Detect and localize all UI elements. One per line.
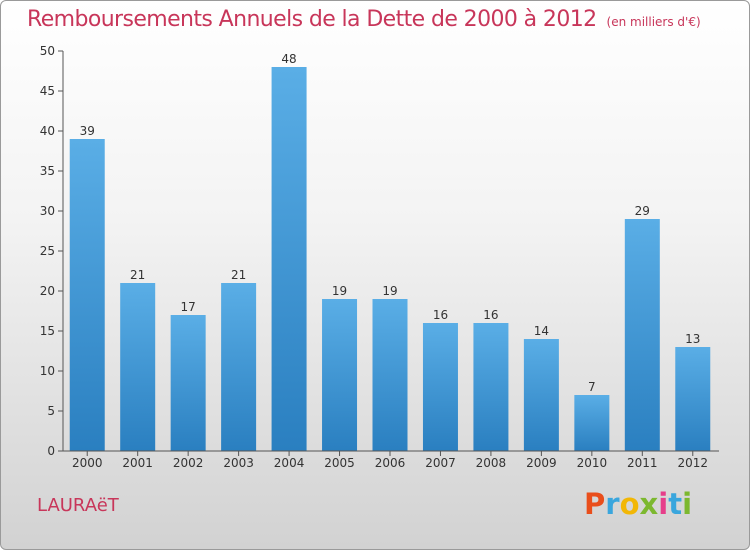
bar (523, 339, 559, 451)
y-tick-label: 40 (40, 124, 55, 138)
bar-value-label: 48 (281, 52, 296, 66)
x-tick-label: 2006 (375, 456, 406, 470)
x-tick-label: 2007 (425, 456, 456, 470)
bar-value-label: 29 (635, 204, 650, 218)
bar (473, 323, 509, 451)
x-tick-label: 2000 (72, 456, 103, 470)
proxiti-logo-letter: i (658, 487, 669, 521)
bar (120, 283, 156, 451)
y-tick-label: 15 (40, 324, 55, 338)
bar-value-label: 21 (130, 268, 145, 282)
x-tick-label: 2009 (526, 456, 557, 470)
chart-title-text: Remboursements Annuels de la Dette de 20… (27, 7, 597, 32)
bar (574, 395, 610, 451)
chart-title: Remboursements Annuels de la Dette de 20… (27, 7, 701, 32)
bar-value-label: 14 (534, 324, 549, 338)
chart-subtitle: (en milliers d'€) (606, 15, 701, 29)
bar (372, 299, 408, 451)
bar (221, 283, 257, 451)
x-tick-label: 2011 (627, 456, 658, 470)
commune-name: LAURAëT (37, 495, 119, 516)
x-tick-label: 2002 (173, 456, 204, 470)
bar-value-label: 19 (382, 284, 397, 298)
bar-value-label: 13 (685, 332, 700, 346)
bars: 39 21 17 21 48 19 19 16 16 14 7 29 13 (69, 52, 711, 451)
bar (675, 347, 711, 451)
x-tick-label: 2004 (274, 456, 305, 470)
bar (422, 323, 458, 451)
bar-value-label: 7 (588, 380, 596, 394)
proxiti-logo-letter: r (605, 487, 620, 521)
bar-value-label: 39 (80, 124, 95, 138)
bar-value-label: 16 (433, 308, 448, 322)
x-tick-label: 2005 (324, 456, 355, 470)
bar-value-label: 19 (332, 284, 347, 298)
bar-value-label: 21 (231, 268, 246, 282)
bar (322, 299, 358, 451)
y-tick-label: 45 (40, 84, 55, 98)
y-axis: 0 5 10 15 20 25 30 35 40 45 50 (40, 44, 64, 458)
x-tick-label: 2008 (476, 456, 507, 470)
proxiti-logo-letter: i (682, 487, 693, 521)
proxiti-logo-letter: o (619, 487, 640, 521)
x-tick-label: 2010 (577, 456, 608, 470)
y-tick-label: 25 (40, 244, 55, 258)
proxiti-logo-letter: x (639, 487, 659, 521)
bar-value-label: 16 (483, 308, 498, 322)
bar (624, 219, 660, 451)
y-tick-label: 30 (40, 204, 55, 218)
x-tick-label: 2012 (677, 456, 708, 470)
bar (69, 139, 105, 451)
x-tick-label: 2001 (122, 456, 153, 470)
y-tick-label: 35 (40, 164, 55, 178)
x-axis: 2000 2001 2002 2003 2004 2005 2006 2007 2008 2009… (63, 450, 719, 470)
y-tick-label: 20 (40, 284, 55, 298)
x-tick-label: 2003 (223, 456, 254, 470)
bar-value-label: 17 (181, 300, 196, 314)
proxiti-logo: Proxiti (584, 487, 692, 521)
y-tick-label: 0 (47, 444, 55, 458)
y-tick-label: 50 (40, 44, 55, 58)
y-tick-label: 5 (47, 404, 55, 418)
bar (170, 315, 206, 451)
y-tick-label: 10 (40, 364, 55, 378)
bar (271, 67, 307, 451)
proxiti-logo-letter: P (584, 487, 606, 521)
proxiti-logo-letter: t (668, 487, 683, 521)
